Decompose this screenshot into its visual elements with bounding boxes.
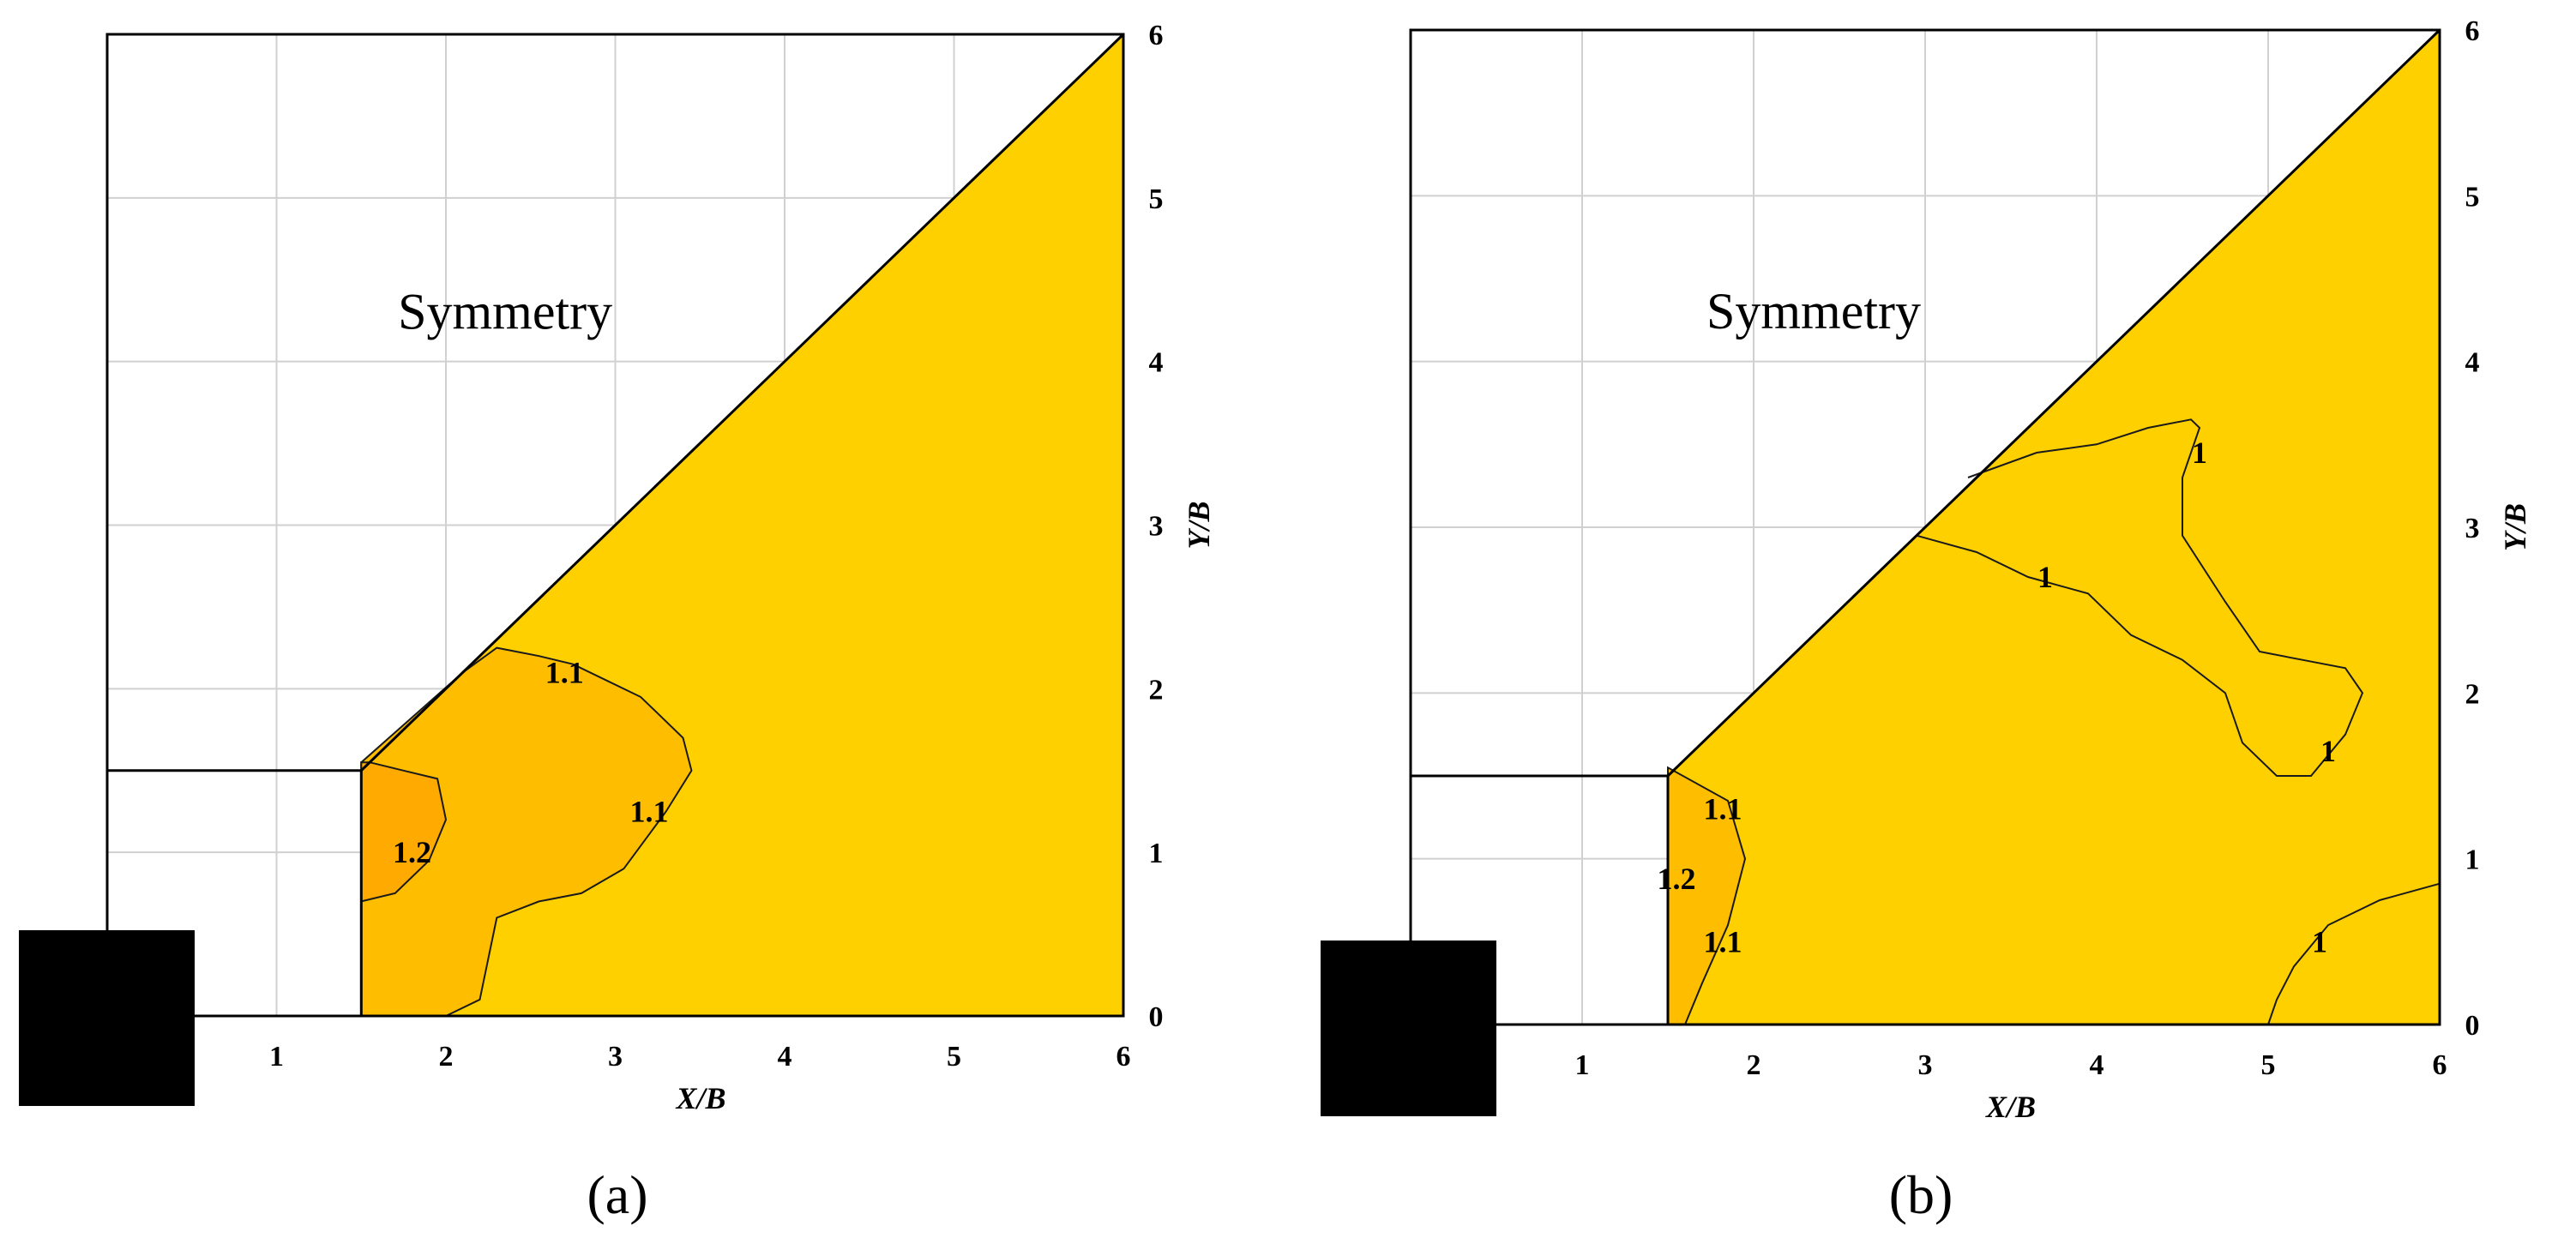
symmetry-line [360, 33, 1125, 772]
x-tick-label: 3 [608, 1041, 623, 1073]
y-tick-label: 3 [1149, 511, 1164, 543]
y-tick-label: 5 [1149, 183, 1164, 215]
y-tick-label: 1 [2465, 844, 2480, 876]
contour-value-label: 1.2 [393, 835, 431, 869]
x-tick-label: 4 [778, 1041, 792, 1073]
panel-caption: (b) [1889, 1164, 1953, 1225]
contour-base-fill [1668, 30, 2440, 1025]
x-tick-label: 3 [1918, 1049, 1933, 1081]
symmetry-line [1666, 28, 2441, 778]
y-tick-label: 1 [1149, 838, 1164, 869]
contour-value-label: 1.2 [1658, 862, 1696, 896]
y-tick-label: 3 [2465, 513, 2480, 544]
building-notch [1411, 774, 1670, 1025]
panel-caption: (a) [587, 1164, 647, 1225]
x-tick-label: 1 [269, 1041, 284, 1073]
building-notch [107, 769, 363, 1016]
contour-value-label: 1 [2312, 924, 2327, 959]
y-axis-label: Y/B [1182, 501, 1216, 549]
x-tick-label: 6 [2433, 1049, 2447, 1081]
y-tick-label: 6 [2465, 15, 2480, 47]
y-tick-label: 4 [2465, 347, 2480, 379]
x-tick-label: 5 [2261, 1049, 2276, 1081]
y-tick-label: 0 [2465, 1010, 2480, 1042]
x-tick-label: 6 [1116, 1041, 1131, 1073]
contour-value-label: 1.1 [545, 655, 584, 689]
building-block [19, 930, 195, 1106]
contour-level-1-1 [1667, 766, 1747, 1025]
symmetry-annotation: Symmetry [1706, 283, 1921, 340]
contour-level-1-1 [360, 646, 693, 1017]
x-tick-label: 4 [2090, 1049, 2104, 1081]
contour-line-1 [1916, 418, 2364, 777]
y-tick-label: 5 [2465, 181, 2480, 213]
x-axis-label: X/B [1985, 1090, 2036, 1124]
building-block [1321, 941, 1496, 1116]
contour-value-label: 1.1 [1704, 924, 1742, 959]
x-axis-label: X/B [675, 1081, 725, 1115]
y-tick-label: 2 [2465, 678, 2480, 710]
chart-panel-b: 1 2 3 4 5 60123456X/BY/BSymmetry1.11.21.11111… [1321, 15, 2532, 1225]
y-tick-label: 6 [1149, 20, 1164, 51]
contour-value-label: 1 [2320, 734, 2336, 768]
contour-value-label: 1 [2192, 436, 2207, 470]
contour-value-label: 1 [2037, 560, 2053, 594]
y-axis-label: Y/B [2498, 503, 2532, 551]
x-tick-label: 2 [1747, 1049, 1761, 1081]
y-tick-label: 0 [1149, 1001, 1164, 1033]
contour-line-1 [2267, 882, 2441, 1025]
y-tick-label: 4 [1149, 347, 1164, 379]
contour-value-label: 1.1 [1704, 792, 1742, 826]
symmetry-annotation: Symmetry [398, 284, 612, 340]
contour-value-label: 1.1 [630, 794, 669, 828]
y-tick-label: 2 [1149, 674, 1164, 706]
x-tick-label: 1 [1575, 1049, 1590, 1081]
contour-level-1-2-top [360, 761, 448, 903]
x-tick-label: 5 [947, 1041, 961, 1073]
x-tick-label: 2 [439, 1041, 454, 1073]
